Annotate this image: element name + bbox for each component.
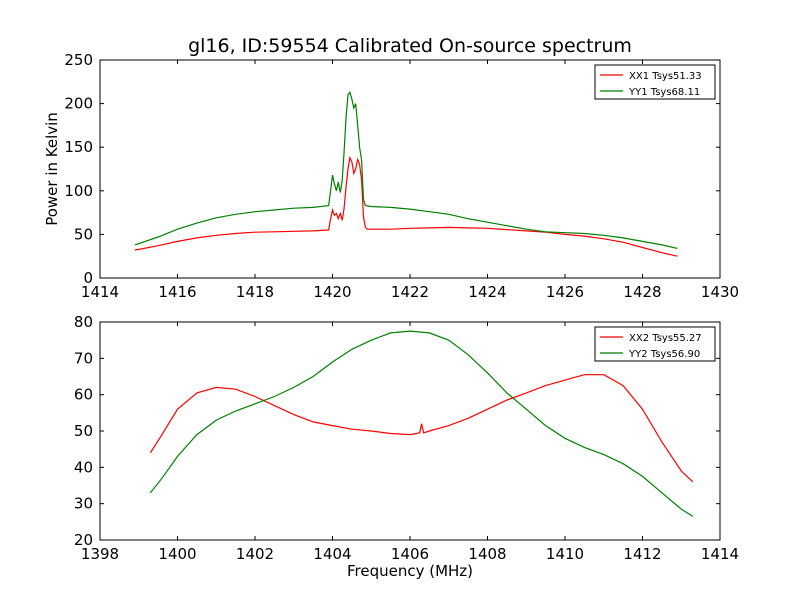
top-panel: 1414 1416 1418 1420 1422 1424 1426 1428 1430 0 50 1… xyxy=(64,51,739,301)
x-tick-label: 1400 xyxy=(158,545,196,563)
series-line-1 xyxy=(134,155,678,257)
x-tick-label: 1428 xyxy=(623,283,661,301)
legend-label: XX1 Tsys51.33 xyxy=(629,71,702,82)
x-tick-label: 1398 xyxy=(81,545,119,563)
y-tick-label: 100 xyxy=(64,182,93,200)
x-tick-label: 1410 xyxy=(546,545,584,563)
y-tick-label: 40 xyxy=(74,458,93,476)
x-tick-label: 1414 xyxy=(701,545,739,563)
legend-box xyxy=(594,64,716,100)
y-tick-label: 30 xyxy=(74,495,93,513)
x-axis-label: Frequency (MHz) xyxy=(347,562,473,580)
x-tick-label: 1420 xyxy=(313,283,351,301)
x-tick-label: 1412 xyxy=(623,545,661,563)
legend-box xyxy=(594,326,716,362)
figure-title: gl16, ID:59554 Calibrated On-source spec… xyxy=(188,35,632,57)
y-tick-label: 20 xyxy=(74,531,93,549)
x-tick-label: 1424 xyxy=(468,283,506,301)
x-tick-label: 1402 xyxy=(236,545,274,563)
x-tick-label: 1404 xyxy=(313,545,351,563)
y-tick-label: 70 xyxy=(74,349,93,367)
bottom-panel: 1398 1400 1402 1404 1406 1408 1410 1412 1414 20 30… xyxy=(74,313,739,563)
y-tick-label: 0 xyxy=(83,269,93,287)
y-tick-label: 50 xyxy=(74,225,93,243)
y-tick-label: 150 xyxy=(64,138,93,156)
y-tick-label: 50 xyxy=(74,422,93,440)
y-tick-label: 60 xyxy=(74,386,93,404)
y-tick-label: 80 xyxy=(74,313,93,331)
series-line-2 xyxy=(134,90,678,249)
series-line-2 xyxy=(149,330,694,517)
legend-label: YY2 Tsys56.90 xyxy=(628,349,700,360)
x-tick-label: 1414 xyxy=(81,283,119,301)
legend-label: XX2 Tsys55.27 xyxy=(629,333,702,344)
x-tick-label: 1418 xyxy=(236,283,274,301)
series-line-1 xyxy=(149,374,694,483)
y-axis-label: Power in Kelvin xyxy=(43,112,61,226)
x-tick-label: 1408 xyxy=(468,545,506,563)
x-tick-label: 1426 xyxy=(546,283,584,301)
y-tick-label: 200 xyxy=(64,95,93,113)
y-tick-label: 250 xyxy=(64,51,93,69)
x-tick-label: 1406 xyxy=(391,545,429,563)
x-tick-label: 1430 xyxy=(701,283,739,301)
x-tick-label: 1416 xyxy=(158,283,196,301)
legend-label: YY1 Tsys68.11 xyxy=(628,87,700,98)
x-tick-label: 1422 xyxy=(391,283,429,301)
